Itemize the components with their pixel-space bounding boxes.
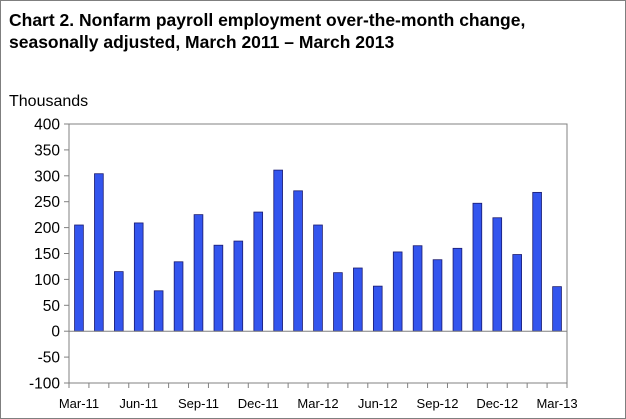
y-tick-label: 0 xyxy=(51,324,60,341)
x-tick-label: Mar-13 xyxy=(536,396,577,411)
bar-jan-12 xyxy=(273,169,283,332)
bar-jul-12 xyxy=(392,251,403,332)
bar-jan-13 xyxy=(512,254,522,332)
x-tick-label: Jun-12 xyxy=(358,396,398,411)
x-tick-label: Sep-12 xyxy=(417,396,459,411)
bar-sep-11 xyxy=(193,214,204,332)
bar-oct-11 xyxy=(213,244,224,332)
bar-feb-13 xyxy=(532,191,542,332)
bar-may-12 xyxy=(353,267,363,332)
y-tick-label: 50 xyxy=(43,298,61,315)
bar-mar-13 xyxy=(552,286,562,332)
x-tick-label: Mar-12 xyxy=(297,396,338,411)
y-tick-label: 300 xyxy=(34,168,60,185)
y-tick-label: 250 xyxy=(34,194,60,211)
y-tick-label: 350 xyxy=(34,142,60,159)
y-tick-label: 200 xyxy=(34,220,60,237)
x-tick-label: Jun-11 xyxy=(119,396,158,411)
bar-jul-11 xyxy=(153,290,164,332)
x-tick-label: Mar-11 xyxy=(59,396,99,411)
bar-apr-12 xyxy=(333,272,343,332)
bar-jun-11 xyxy=(133,222,144,332)
bar-may-11 xyxy=(114,271,124,332)
bar-sep-12 xyxy=(432,259,443,332)
y-tick-label: -50 xyxy=(38,350,61,367)
bar-dec-12 xyxy=(492,217,503,332)
chart-title: Chart 2. Nonfarm payroll employment over… xyxy=(9,10,526,52)
y-axis-label: Thousands xyxy=(9,93,89,110)
y-tick-label: -100 xyxy=(29,376,60,393)
bar-aug-11 xyxy=(173,261,184,332)
bar-nov-12 xyxy=(472,202,483,332)
y-tick-label: 100 xyxy=(34,272,60,289)
bar-aug-12 xyxy=(412,245,423,332)
bar-dec-11 xyxy=(253,211,264,332)
bar-feb-12 xyxy=(293,190,303,332)
bar-apr-11 xyxy=(94,173,104,332)
bar-nov-11 xyxy=(233,240,244,332)
x-tick-label: Dec-12 xyxy=(476,396,518,411)
y-tick-label: 150 xyxy=(34,246,60,263)
bar-mar-11 xyxy=(74,224,84,332)
x-tick-label: Dec-11 xyxy=(238,396,279,411)
x-tick-label: Sep-11 xyxy=(178,396,219,411)
bar-mar-12 xyxy=(313,224,323,332)
bar-jun-12 xyxy=(372,285,383,332)
bar-oct-12 xyxy=(452,247,463,332)
y-tick-label: 400 xyxy=(34,117,60,134)
